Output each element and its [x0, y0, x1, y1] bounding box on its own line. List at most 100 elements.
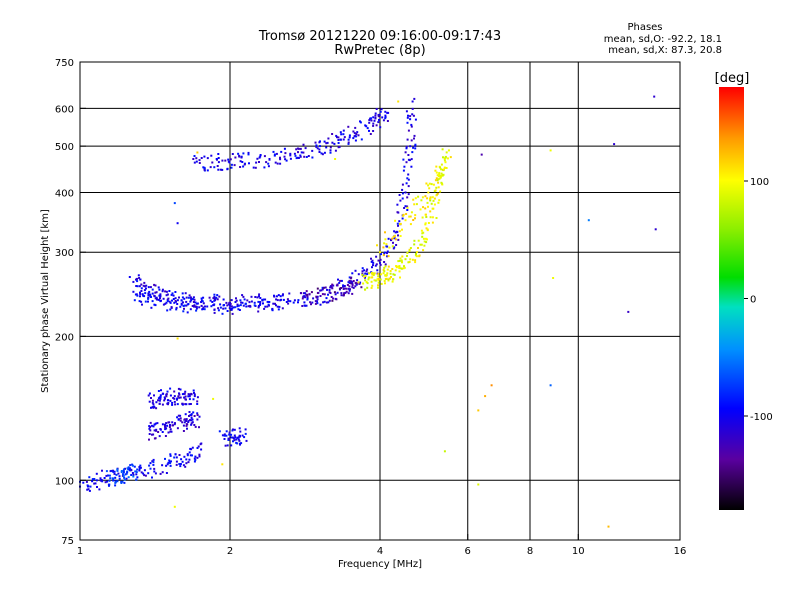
data-point	[439, 190, 442, 193]
data-point	[370, 257, 372, 260]
data-point	[116, 480, 119, 483]
data-point	[139, 295, 141, 298]
data-point	[112, 470, 115, 473]
data-point	[151, 476, 153, 479]
data-point	[219, 168, 222, 171]
data-point	[108, 483, 111, 486]
data-point	[173, 397, 176, 400]
data-point	[403, 165, 406, 168]
data-point	[280, 298, 283, 301]
data-point	[375, 263, 378, 266]
data-point	[434, 189, 437, 192]
data-point	[435, 194, 438, 197]
data-point	[347, 138, 350, 141]
data-point	[348, 136, 351, 139]
data-point	[348, 134, 351, 137]
x-tick-label: 6	[465, 546, 471, 557]
data-point	[347, 287, 350, 290]
data-point	[194, 305, 197, 308]
data-point	[412, 219, 415, 221]
data-point	[382, 269, 385, 271]
data-point	[403, 266, 406, 269]
data-point	[196, 403, 199, 405]
data-point	[169, 308, 172, 311]
data-point	[252, 166, 255, 169]
ticks-layer: 1 2 4 6 8 10 16 75 100 200 300 400 500 600 750	[55, 58, 686, 557]
data-point	[383, 251, 386, 254]
data-point	[210, 154, 213, 157]
data-point	[166, 293, 169, 296]
data-point	[320, 152, 323, 155]
data-point	[247, 151, 250, 154]
data-point	[166, 463, 169, 466]
data-point	[549, 384, 552, 387]
data-point	[242, 295, 245, 298]
data-point	[414, 144, 417, 147]
data-point	[315, 295, 318, 298]
data-point	[101, 469, 103, 472]
data-point	[152, 463, 155, 466]
data-point	[323, 151, 326, 154]
data-point	[414, 197, 417, 200]
data-point	[185, 300, 188, 303]
data-point	[105, 474, 108, 477]
data-point	[490, 384, 493, 387]
data-point	[429, 196, 432, 199]
data-point	[150, 406, 152, 409]
data-point	[88, 489, 91, 492]
data-point	[321, 286, 324, 289]
data-point	[406, 206, 409, 209]
data-point	[198, 306, 201, 309]
data-point	[386, 255, 389, 258]
data-point	[409, 258, 412, 261]
data-point	[435, 177, 438, 180]
data-point	[112, 469, 114, 472]
data-point	[227, 158, 230, 161]
data-point	[226, 167, 229, 170]
data-point	[275, 298, 278, 301]
data-point	[406, 116, 409, 119]
data-point	[302, 292, 305, 295]
data-point	[438, 172, 441, 175]
data-point	[147, 300, 149, 303]
data-point	[189, 419, 191, 422]
data-point	[165, 393, 168, 396]
data-point	[138, 467, 141, 470]
data-point	[232, 440, 234, 443]
data-point	[155, 407, 158, 410]
data-point	[122, 474, 125, 477]
data-point	[163, 399, 166, 402]
data-point	[217, 168, 220, 171]
data-point	[185, 423, 188, 426]
data-point	[441, 182, 443, 185]
data-point	[222, 307, 225, 310]
y-tick-label: 400	[55, 188, 74, 199]
data-point	[184, 413, 187, 416]
data-point	[136, 285, 139, 288]
data-point	[405, 147, 408, 150]
data-point	[164, 435, 167, 437]
data-point	[340, 133, 343, 136]
data-point	[186, 454, 189, 457]
data-point	[171, 421, 174, 424]
data-point	[423, 244, 426, 247]
data-point	[399, 257, 402, 260]
data-point	[275, 304, 277, 307]
data-point	[293, 299, 296, 302]
data-point	[193, 304, 196, 307]
data-point	[438, 177, 441, 180]
data-point	[228, 433, 231, 436]
data-point	[168, 300, 171, 303]
data-point	[411, 113, 414, 116]
data-point	[200, 301, 203, 303]
data-point	[429, 216, 432, 219]
data-point	[365, 125, 368, 128]
data-point	[444, 161, 447, 164]
data-point	[226, 304, 229, 307]
data-point	[268, 301, 271, 303]
data-point	[412, 198, 415, 201]
data-point	[132, 475, 135, 478]
data-point	[435, 217, 438, 219]
data-point	[382, 246, 385, 249]
data-point	[439, 176, 442, 179]
